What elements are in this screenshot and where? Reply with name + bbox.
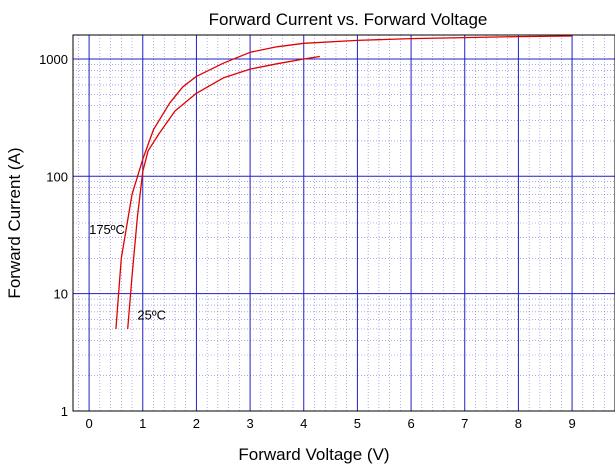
annotation-label: 175ºC [89, 222, 125, 237]
y-tick-label: 100 [46, 169, 68, 184]
x-tick-label: 0 [85, 416, 92, 431]
tick-labels: 0 1 2 3 4 5 6 7 8 9 1 10 100 1000 [39, 52, 576, 431]
x-tick-label: 5 [354, 416, 361, 431]
y-tick-label: 1 [61, 404, 68, 419]
series-group [115, 35, 573, 330]
x-tick-label: 2 [193, 416, 200, 431]
annotation-label: 25ºC [137, 308, 166, 323]
chart-title: Forward Current vs. Forward Voltage [209, 10, 488, 29]
plot-frame [72, 34, 615, 412]
x-tick-label: 3 [246, 416, 253, 431]
series-line-1 [115, 35, 573, 330]
y-tick-label: 1000 [39, 52, 68, 67]
x-tick-label: 1 [139, 416, 146, 431]
x-tick-label: 7 [461, 416, 468, 431]
x-tick-label: 9 [568, 416, 575, 431]
x-tick-label: 8 [515, 416, 522, 431]
y-tick-label: 10 [54, 287, 68, 302]
major-grid [73, 35, 615, 411]
series-line-2 [127, 55, 320, 330]
x-tick-label: 6 [407, 416, 414, 431]
minor-grid [73, 35, 615, 411]
x-tick-label: 4 [300, 416, 307, 431]
y-axis-label: Forward Current (A) [5, 147, 24, 298]
x-axis-label: Forward Voltage (V) [238, 445, 389, 464]
annotations: 175ºC 25ºC [89, 222, 166, 323]
